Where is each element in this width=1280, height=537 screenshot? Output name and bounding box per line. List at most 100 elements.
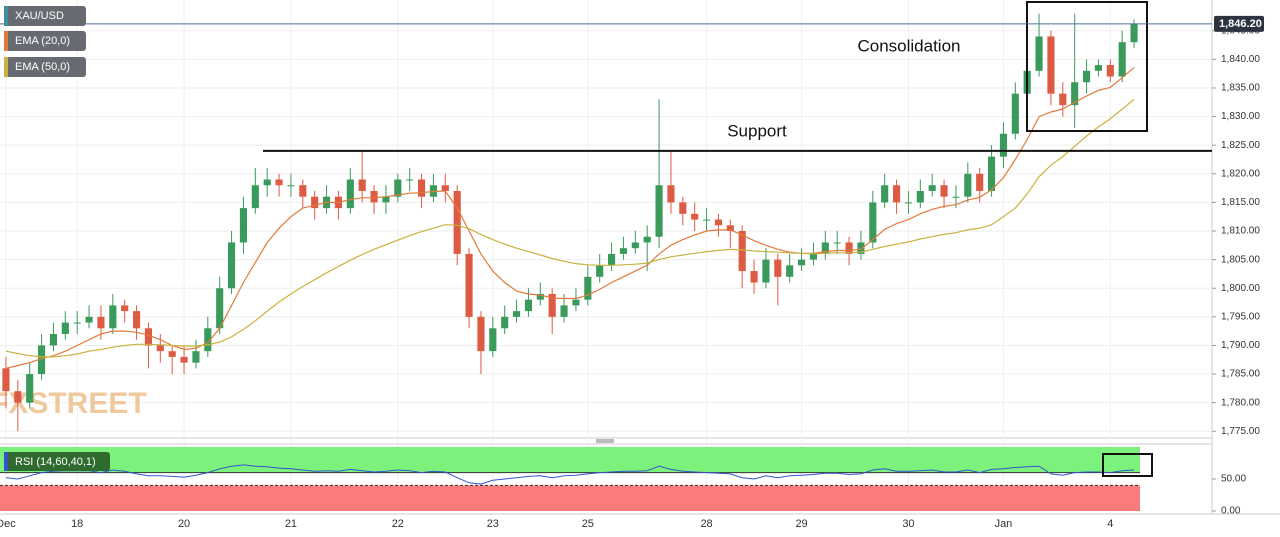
candle-body bbox=[49, 334, 57, 346]
candle-body bbox=[821, 242, 829, 254]
candle-body bbox=[311, 196, 319, 209]
legend-label: EMA (20,0) bbox=[15, 35, 70, 47]
legend-swatch bbox=[4, 57, 8, 77]
candle-body bbox=[667, 185, 675, 203]
annotation: Consolidation bbox=[857, 36, 960, 55]
candle-body bbox=[168, 351, 176, 357]
line bbox=[5, 464, 1135, 485]
candle-body bbox=[857, 242, 865, 254]
candle-body bbox=[73, 322, 81, 324]
candle-body bbox=[441, 185, 449, 191]
candle-body bbox=[560, 305, 568, 317]
candle-body bbox=[572, 299, 580, 306]
candle-body bbox=[204, 328, 212, 352]
candle-body bbox=[61, 322, 69, 335]
candle-body bbox=[809, 253, 817, 260]
candle-body bbox=[299, 185, 307, 197]
y-tick-label: 1,775.00 bbox=[1221, 426, 1260, 437]
candle-body bbox=[976, 173, 984, 191]
candle-body bbox=[1071, 82, 1079, 106]
y-tick-label: 1,805.00 bbox=[1221, 254, 1260, 265]
candle-body bbox=[893, 185, 901, 203]
candle-body bbox=[358, 179, 366, 191]
candle-body bbox=[2, 368, 10, 392]
candle-body bbox=[928, 185, 936, 191]
candle-body bbox=[26, 374, 34, 403]
candle-body bbox=[655, 185, 663, 237]
candle-body bbox=[584, 276, 592, 300]
candle-body bbox=[346, 179, 354, 209]
candle-body bbox=[418, 179, 426, 197]
candle-body bbox=[156, 345, 164, 352]
legend-label: RSI (14,60,40,1) bbox=[15, 456, 96, 468]
candle-body bbox=[643, 236, 651, 243]
x-tick-label: Dec bbox=[0, 518, 16, 530]
candle-body bbox=[1106, 65, 1114, 77]
y-tick-label: 50.00 bbox=[1221, 474, 1246, 485]
candle-body bbox=[988, 156, 996, 191]
candle-body bbox=[1059, 93, 1067, 106]
candle-body bbox=[394, 179, 402, 197]
candle-body bbox=[845, 242, 853, 254]
y-tick-label: 1,780.00 bbox=[1221, 397, 1260, 408]
x-tick-label: 22 bbox=[392, 518, 404, 530]
candle-body bbox=[619, 248, 627, 254]
y-tick-label: 1,810.00 bbox=[1221, 226, 1260, 237]
candle-body bbox=[251, 185, 259, 209]
candle-body bbox=[121, 305, 129, 312]
candle-body bbox=[536, 293, 544, 300]
x-tick-label: 4 bbox=[1107, 518, 1113, 530]
candle-body bbox=[465, 253, 473, 317]
y-tick-label: 1,785.00 bbox=[1221, 369, 1260, 380]
consolidation-box bbox=[1026, 1, 1148, 132]
rsi-box bbox=[1102, 453, 1153, 477]
legend-swatch bbox=[4, 452, 8, 471]
candle-body bbox=[275, 179, 283, 186]
candle-body bbox=[239, 208, 247, 243]
candle-body bbox=[382, 196, 390, 203]
candle-body bbox=[524, 299, 532, 312]
candle-body bbox=[869, 202, 877, 243]
candle-body bbox=[287, 185, 295, 187]
legend-box bbox=[4, 6, 86, 26]
candle-body bbox=[999, 133, 1007, 157]
candle-body bbox=[14, 391, 22, 403]
candle-body bbox=[109, 305, 117, 329]
candle-body bbox=[1011, 93, 1019, 134]
candle-body bbox=[608, 253, 616, 266]
x-tick-label: 20 bbox=[178, 518, 190, 530]
last-price-label: 1,846.20 bbox=[1219, 18, 1262, 30]
candle-body bbox=[916, 190, 924, 203]
y-tick-label: 1,790.00 bbox=[1221, 340, 1260, 351]
candle-body bbox=[501, 316, 509, 329]
candle-body bbox=[180, 356, 188, 363]
candle-body bbox=[453, 190, 461, 254]
x-tick-label: 21 bbox=[285, 518, 297, 530]
x-tick-label: 23 bbox=[487, 518, 499, 530]
candle-body bbox=[1083, 70, 1091, 83]
annotation: Support bbox=[727, 121, 787, 140]
y-tick-label: 1,825.00 bbox=[1221, 140, 1260, 151]
y-tick-label: 1,830.00 bbox=[1221, 111, 1260, 122]
candle-body bbox=[1035, 36, 1043, 71]
candle-body bbox=[940, 185, 948, 197]
candle-body bbox=[762, 259, 770, 283]
y-tick-label: 1,800.00 bbox=[1221, 283, 1260, 294]
candle-body bbox=[964, 173, 972, 197]
line bbox=[5, 98, 1135, 358]
candle-body bbox=[691, 213, 699, 220]
candle-body bbox=[738, 231, 746, 272]
legend-swatch bbox=[4, 6, 8, 26]
candle-body bbox=[833, 242, 841, 244]
candle-body bbox=[1130, 23, 1138, 43]
legend-box bbox=[4, 452, 110, 471]
legend-box bbox=[4, 57, 86, 77]
legend-label: XAU/USD bbox=[15, 10, 64, 22]
candle-body bbox=[726, 225, 734, 232]
candle-body bbox=[216, 288, 224, 329]
x-tick-label: 30 bbox=[902, 518, 914, 530]
watermark: FXSTREET bbox=[0, 387, 147, 420]
candle-body bbox=[513, 311, 521, 317]
candle-body bbox=[1047, 36, 1055, 94]
last-price-tag bbox=[1214, 15, 1264, 32]
